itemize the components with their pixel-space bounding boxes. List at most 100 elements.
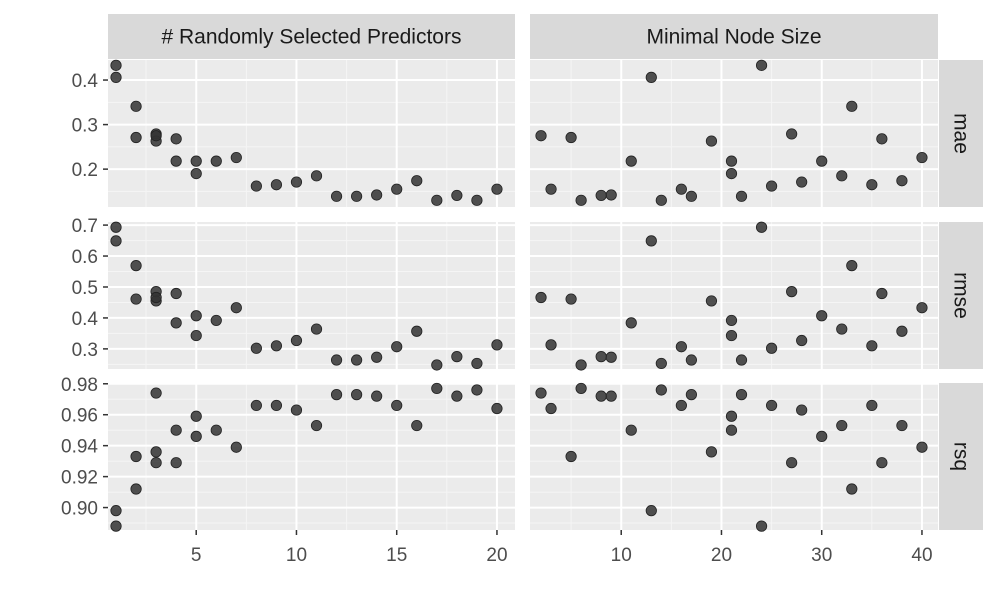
data-point-rsq (411, 419, 423, 432)
facet-strips: # Randomly Selected Predictors Minimal No… (108, 14, 983, 530)
data-point-rsq (675, 399, 687, 412)
data-point-rmse (896, 325, 908, 337)
data-point-mae (391, 183, 403, 195)
data-point-rmse (190, 329, 202, 342)
data-point-rmse (765, 342, 778, 354)
data-point-rsq (565, 450, 577, 463)
column-strip (530, 14, 938, 59)
data-point-mae (575, 194, 587, 206)
data-point-rmse (290, 334, 303, 347)
data-point-mae (605, 189, 617, 201)
data-point-mae (431, 194, 443, 206)
data-point-rmse (725, 314, 738, 327)
data-point-rmse (545, 339, 557, 351)
data-point-rsq (130, 450, 142, 463)
data-point-mae (876, 133, 888, 145)
y-tick-label: 0.2 (72, 160, 98, 181)
data-point-rmse (816, 310, 828, 322)
data-point-mae (130, 131, 142, 144)
data-point-rmse (735, 354, 748, 366)
data-point-mae (371, 189, 383, 201)
data-point-rmse (371, 351, 383, 363)
data-point-mae (916, 151, 928, 164)
data-point-rmse (685, 354, 697, 366)
x-tick-label: 20 (486, 545, 507, 566)
data-point-rsq (250, 399, 262, 412)
data-point-rmse (625, 317, 637, 329)
data-point-rsq (491, 402, 503, 415)
y-tick-label: 0.3 (72, 116, 98, 137)
data-point-mae (645, 71, 657, 83)
data-point-mae (705, 135, 718, 147)
data-point-mae (110, 71, 122, 83)
data-point-rmse (876, 287, 888, 300)
data-point-mae (491, 183, 503, 195)
y-tick-label: 0.98 (61, 375, 98, 396)
data-point-rmse (270, 340, 283, 352)
data-point-rsq (685, 389, 697, 401)
data-point-mae (170, 133, 182, 145)
x-tick-label: 5 (191, 545, 202, 566)
data-point-rmse (110, 235, 122, 247)
y-tick-label: 0.4 (72, 71, 99, 92)
data-point-rmse (655, 357, 667, 370)
data-point-rmse (491, 339, 503, 351)
panel-rmse-0 (108, 222, 515, 369)
data-point-rmse (755, 221, 768, 233)
data-point-rmse (565, 293, 577, 305)
data-point-rsq (391, 399, 403, 412)
y-tick-label: 0.5 (72, 278, 98, 299)
data-point-rsq (545, 402, 557, 415)
data-point-rmse (110, 221, 122, 233)
data-point-rsq (190, 410, 202, 422)
x-tick-label: 20 (711, 545, 732, 566)
data-point-rsq (451, 390, 463, 402)
data-point-mae (310, 170, 323, 182)
data-point-mae (451, 189, 463, 202)
data-point-mae (765, 180, 778, 192)
data-point-rsq (170, 424, 182, 436)
data-point-mae (735, 190, 748, 202)
data-point-rmse (431, 359, 443, 371)
x-tick-label: 30 (811, 545, 832, 566)
data-point-rsq (645, 505, 657, 517)
data-point-rmse (130, 293, 142, 305)
data-point-rmse (535, 291, 547, 304)
data-point-rsq (916, 441, 928, 453)
chart-axes: 0.2 0.3 0.4 0.3 0.4 0.5 0.6 0.7 0.90 0.92 0.94 0.96… (61, 71, 933, 566)
row-strip-label: rmse (950, 272, 973, 319)
data-point-rmse (866, 340, 878, 352)
data-point-rsq (330, 389, 343, 401)
data-point-mae (290, 176, 303, 188)
data-point-mae (190, 167, 202, 180)
data-point-rsq (876, 457, 888, 469)
data-point-rsq (190, 430, 202, 442)
data-point-rsq (725, 424, 738, 436)
data-point-mae (816, 155, 828, 167)
data-point-mae (595, 189, 607, 202)
data-point-rsq (431, 382, 443, 395)
data-point-rsq (535, 387, 547, 399)
x-tick-label: 10 (611, 545, 632, 566)
data-point-mae (330, 190, 343, 202)
data-point-mae (535, 130, 547, 142)
data-point-rsq (866, 399, 878, 412)
row-strip (939, 60, 983, 207)
data-point-rmse (351, 354, 363, 366)
data-point-rmse (330, 354, 343, 366)
data-point-rsq (816, 430, 828, 442)
data-point-rmse (786, 286, 798, 298)
data-point-mae (725, 167, 738, 180)
y-tick-label: 0.90 (61, 499, 98, 520)
data-point-rmse (130, 260, 142, 272)
data-point-rsq (735, 389, 748, 401)
data-point-rmse (595, 351, 607, 363)
data-point-rsq (896, 419, 908, 432)
data-point-rmse (796, 334, 808, 347)
row-strip-label: rsq (950, 442, 973, 471)
data-point-rsq (836, 419, 848, 432)
data-point-rsq (846, 483, 858, 495)
data-point-rmse (391, 341, 403, 353)
data-point-rsq (655, 384, 667, 396)
